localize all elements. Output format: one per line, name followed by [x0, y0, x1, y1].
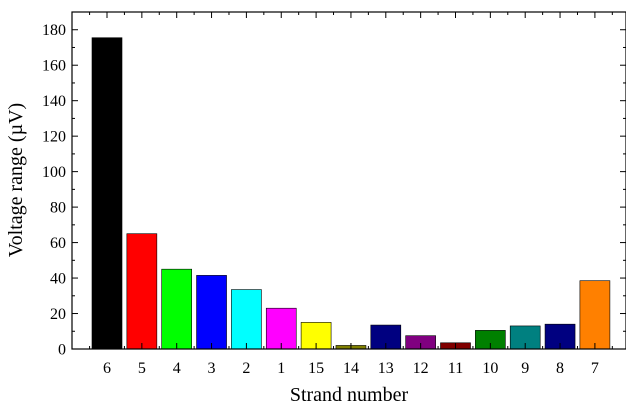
x-tick-label: 10: [482, 360, 498, 377]
y-tick-label: 100: [42, 164, 66, 181]
y-tick-label: 40: [50, 271, 66, 288]
bar-strand-5: [126, 233, 158, 350]
y-tick-label: 180: [42, 22, 66, 39]
x-tick-label: 12: [413, 360, 429, 377]
x-tick-label: 13: [378, 360, 394, 377]
y-tick-label: 20: [50, 306, 66, 323]
bar-strand-7: [579, 280, 611, 350]
x-tick-label: 9: [521, 360, 529, 377]
x-tick-label: 15: [308, 360, 324, 377]
x-tick-labels: 6 5 4 3 2 1 15 14 13 12 11 10 9 8 7: [103, 360, 599, 377]
x-tick-label: 11: [448, 360, 463, 377]
bar-strand-1: [265, 307, 297, 350]
y-tick-labels: 0 20 40 60 80 100 120 140 160 180: [42, 22, 66, 358]
x-tick-label: 2: [242, 360, 250, 377]
x-tick-label: 1: [277, 360, 285, 377]
bars-group: [91, 37, 611, 350]
x-tick-label: 7: [591, 360, 599, 377]
x-tick-label: 8: [556, 360, 564, 377]
x-tick-label: 5: [138, 360, 146, 377]
y-tick-label: 160: [42, 58, 66, 75]
y-tick-label: 60: [50, 235, 66, 252]
y-tick-label: 0: [58, 342, 66, 359]
bar-strand-3: [196, 275, 227, 350]
y-tick-label: 80: [50, 200, 66, 217]
bar-strand-6: [91, 37, 123, 350]
y-tick-label: 120: [42, 129, 66, 146]
plot-frame: [71, 11, 626, 350]
bar-strand-2: [231, 289, 262, 350]
x-tick-label: 3: [208, 360, 216, 377]
bar-strand-4: [161, 268, 192, 350]
y-axis-title: Voltage range (µV): [5, 103, 27, 257]
y-tick-label: 140: [42, 93, 66, 110]
x-axis-title: Strand number: [290, 384, 409, 406]
x-tick-label: 6: [103, 360, 111, 377]
x-tick-label: 14: [343, 360, 359, 377]
x-tick-label: 4: [173, 360, 181, 377]
